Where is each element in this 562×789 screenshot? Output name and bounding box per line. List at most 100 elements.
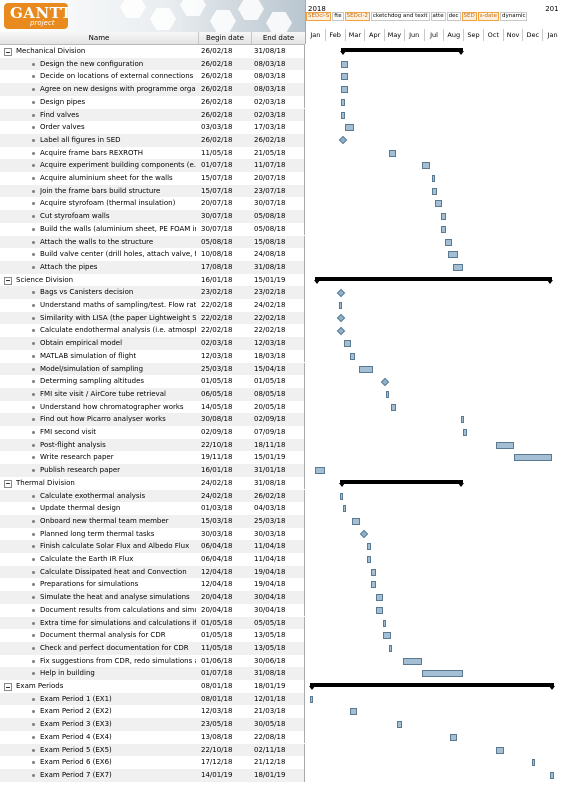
task-row[interactable]: MATLAB simulation of flight 12/03/18 18/03… [0, 349, 562, 363]
task-row[interactable]: Attach the pipes 17/08/18 31/08/18 [0, 260, 562, 274]
task-bar[interactable] [341, 98, 345, 106]
task-bar[interactable] [422, 670, 463, 678]
task-bar[interactable] [366, 556, 371, 563]
task-row[interactable]: Label all figures in SED 26/02/18 26/02/18 [0, 133, 562, 147]
task-row[interactable]: Calculate the Earth IR Flux 06/04/18 11/04… [0, 553, 562, 566]
timeline-tag[interactable]: atte [430, 12, 446, 21]
task-row[interactable]: Agree on new designs with programme orga… [0, 83, 562, 96]
task-group-row[interactable]: Exam Periods 08/01/18 18/01/19 [0, 680, 562, 693]
task-row[interactable]: Understand how chromatographer works 14/0… [0, 400, 562, 414]
timeline-tag[interactable]: SED [461, 12, 477, 21]
task-row[interactable]: Document thermal analysis for CDR 01/05/1… [0, 629, 562, 642]
summary-bar[interactable] [340, 48, 465, 55]
task-row[interactable]: Order valves 03/03/18 17/03/18 [0, 121, 562, 134]
task-bar[interactable] [450, 733, 457, 741]
column-header-end-date[interactable]: End date [262, 34, 295, 42]
task-bar[interactable] [366, 543, 371, 551]
task-row[interactable]: Design the new configuration 26/02/18 08/0… [0, 57, 562, 71]
task-bar[interactable] [375, 606, 383, 614]
timeline-tag[interactable]: fte [332, 12, 344, 21]
task-row[interactable]: Onboard new thermal team member 15/03/18 2… [0, 514, 562, 528]
milestone-marker[interactable] [337, 288, 346, 298]
collapse-toggle-icon[interactable] [4, 683, 12, 691]
task-bar[interactable] [370, 581, 376, 589]
task-row[interactable]: Exam Period 4 (EX4) 13/08/18 22/08/18 [0, 730, 562, 744]
task-row[interactable]: Acquire styrofoam (thermal insulation) 20… [0, 197, 562, 211]
task-bar[interactable] [382, 632, 392, 640]
task-group-row[interactable]: Mechanical Division 26/02/18 31/08/18 [0, 45, 562, 58]
column-header-begin-date[interactable]: Begin date [199, 32, 252, 44]
milestone-marker[interactable] [336, 313, 345, 323]
timeline-tag[interactable]: SEDcl-2 [344, 12, 370, 21]
task-bar[interactable] [389, 149, 397, 157]
task-bar[interactable] [343, 505, 347, 513]
timeline-tag[interactable]: cketchdog and texit [370, 12, 430, 21]
task-row[interactable]: Exam Period 6 (EX6) 17/12/18 21/12/18 [0, 756, 562, 769]
column-header-name[interactable]: Name [0, 32, 199, 44]
task-row[interactable]: Calculate Dissipated heat and Convection… [0, 565, 562, 579]
task-bar[interactable] [441, 225, 446, 233]
task-bar[interactable] [441, 213, 446, 221]
task-row[interactable]: Exam Period 2 (EX2) 12/03/18 21/03/18 [0, 705, 562, 719]
task-bar[interactable] [386, 390, 390, 398]
task-bar[interactable] [341, 73, 349, 81]
task-bar[interactable] [445, 238, 453, 246]
task-row[interactable]: Exam Period 7 (EX7) 14/01/19 18/01/19 [0, 768, 562, 782]
collapse-toggle-icon[interactable] [4, 276, 12, 285]
task-row[interactable]: Write research paper 19/11/18 15/01/19 [0, 451, 562, 465]
task-bar[interactable] [350, 352, 355, 360]
task-row[interactable]: Update thermal design 01/03/18 04/03/18 [0, 502, 562, 515]
task-row[interactable]: Simulate the heat and analyse simulation… [0, 591, 562, 604]
timeline-tag[interactable]: SEDcl-S [306, 12, 332, 21]
task-bar[interactable] [422, 162, 430, 170]
summary-bar[interactable] [339, 479, 464, 487]
gantt-chart[interactable] [305, 45, 562, 789]
milestone-marker[interactable] [336, 326, 345, 336]
task-row[interactable]: Design pipes 26/02/18 02/03/18 [0, 95, 562, 109]
task-row[interactable]: Calculate exothermal analysis 24/02/18 26/… [0, 489, 562, 503]
milestone-marker[interactable] [339, 136, 348, 145]
task-row[interactable]: Calculate endothermal analysis (i.e. atm… [0, 324, 562, 338]
task-bar[interactable] [448, 251, 459, 259]
task-row[interactable]: Post-flight analysis 22/10/18 18/11/18 [0, 438, 562, 452]
task-row[interactable]: Build the walls (aluminium sheet, PE FOA… [0, 222, 562, 236]
task-row[interactable]: Fix suggestions from CDR, redo simulatio… [0, 654, 562, 668]
timeline-tag[interactable]: dynamic [499, 12, 528, 21]
task-row[interactable]: Preparations for simulations 12/04/18 19/0… [0, 578, 562, 592]
task-bar[interactable] [513, 454, 552, 462]
task-row[interactable]: Finish calculate Solar Flux and Albedo F… [0, 540, 562, 553]
task-bar[interactable] [338, 302, 342, 309]
task-bar[interactable] [350, 708, 357, 716]
task-bar[interactable] [495, 441, 514, 449]
task-bar[interactable] [495, 746, 504, 754]
task-row[interactable]: FMI site visit / AirCore tube retrieval 0… [0, 387, 562, 401]
task-bar[interactable] [550, 771, 554, 779]
task-row[interactable]: Document results from calculations and s… [0, 603, 562, 617]
task-row[interactable]: Extra time for simulations and calculati… [0, 616, 562, 630]
task-bar[interactable] [314, 467, 326, 475]
task-row[interactable]: Check and perfect documentation for CDR 1… [0, 641, 562, 655]
collapse-toggle-icon[interactable] [4, 479, 12, 488]
task-bar[interactable] [309, 695, 313, 703]
task-bar[interactable] [341, 86, 349, 94]
task-row[interactable]: Help in building 01/07/18 31/08/18 [0, 667, 562, 680]
task-row[interactable]: Model/simulation of sampling 25/03/18 15/0… [0, 362, 562, 376]
task-row[interactable]: Exam Period 5 (EX5) 22/10/18 02/11/18 [0, 743, 562, 757]
timeline-tag[interactable]: s-date [477, 12, 499, 21]
task-row[interactable]: Publish research paper 16/01/18 31/01/18 [0, 464, 562, 477]
task-bar[interactable] [341, 60, 349, 68]
task-row[interactable]: Decide on locations of external connecti… [0, 70, 562, 84]
task-row[interactable]: Exam Period 3 (EX3) 23/05/18 30/05/18 [0, 718, 562, 731]
task-row[interactable]: Attach the walls to the structure 05/08/1… [0, 235, 562, 249]
task-row[interactable]: Find valves 26/02/18 02/03/18 [0, 108, 562, 122]
milestone-marker[interactable] [380, 377, 390, 386]
task-row[interactable]: Determing sampling altitudes 01/05/18 01/0… [0, 375, 562, 388]
task-row[interactable]: Join the frame bars build structure 15/07… [0, 184, 562, 198]
task-row[interactable]: Understand maths of sampling/test. Flow … [0, 299, 562, 312]
task-row[interactable]: Acquire experiment building components (… [0, 159, 562, 172]
task-bar[interactable] [461, 416, 465, 424]
task-bar[interactable] [434, 200, 442, 208]
task-group-row[interactable]: Thermal Division 24/02/18 31/08/18 [0, 476, 562, 490]
task-row[interactable]: Exam Period 1 (EX1) 08/01/18 12/01/18 [0, 692, 562, 706]
task-bar[interactable] [463, 429, 468, 436]
